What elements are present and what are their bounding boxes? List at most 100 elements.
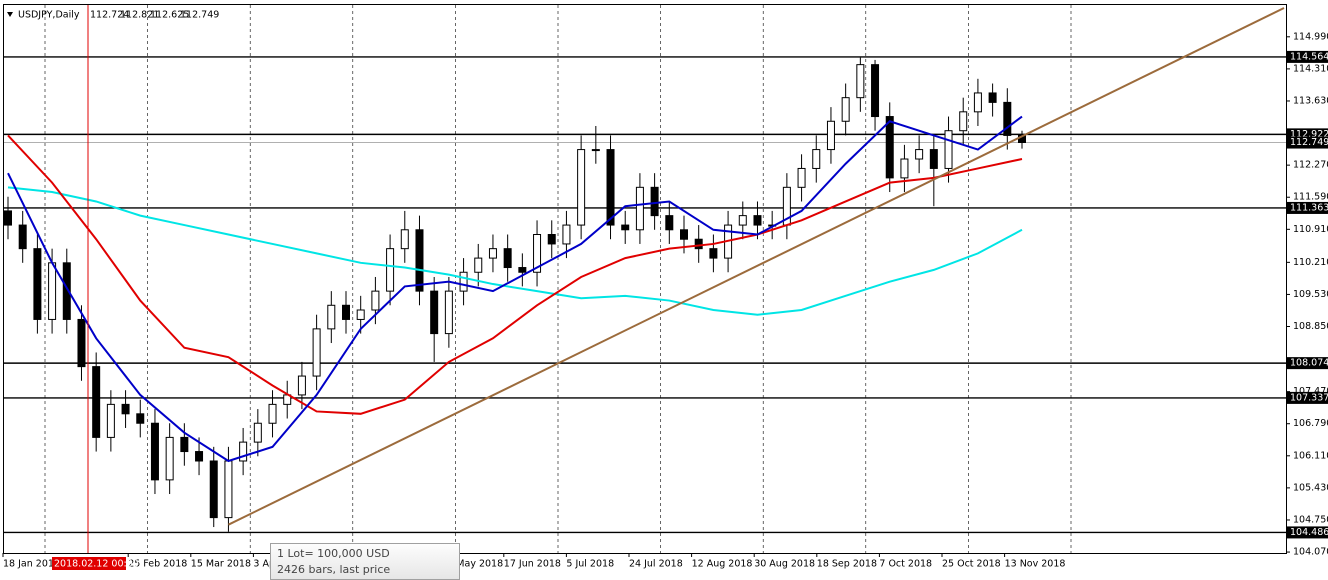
- header-value: 112.821: [120, 10, 159, 21]
- candle-body: [327, 304, 336, 330]
- y-tick-label: 104.750: [1293, 514, 1328, 525]
- y-tick-label: 114.990: [1293, 31, 1328, 42]
- candle-body: [988, 92, 997, 103]
- candle-body: [77, 318, 86, 368]
- candle-body: [195, 451, 204, 462]
- candle-body: [415, 229, 424, 292]
- crosshair-tag: [52, 557, 126, 570]
- candle-body: [62, 262, 71, 320]
- x-tick-label: 25 Feb 2018: [128, 559, 187, 570]
- price-line-label: 111.363: [1290, 202, 1328, 213]
- price-line-label: 114.564: [1290, 51, 1328, 62]
- y-tick-label: 112.270: [1293, 160, 1328, 171]
- candle-body: [1003, 101, 1012, 136]
- y-tick-label: 110.210: [1293, 257, 1328, 268]
- price-line-tag: [1287, 50, 1328, 63]
- header-value: 112.749: [180, 10, 219, 21]
- x-tick-label: 7 Oct 2018: [879, 559, 932, 570]
- candle-body: [900, 158, 909, 179]
- trendline: [227, 7, 1285, 526]
- y-tick-label: 105.430: [1293, 482, 1328, 493]
- price-line-label: 112.922: [1290, 129, 1328, 140]
- candle-body: [239, 441, 248, 462]
- candle-body: [929, 149, 938, 169]
- candle-body: [621, 224, 630, 231]
- moving-average: [7, 186, 1023, 316]
- candle-body: [488, 248, 497, 259]
- candle-body: [121, 403, 130, 415]
- plot-layer: [4, 7, 1286, 534]
- candle-body: [812, 149, 821, 169]
- x-tick-label: 29 May 2018: [441, 559, 503, 570]
- candle-body: [635, 186, 644, 231]
- candle-body: [150, 422, 159, 481]
- x-tick-label: 30 Aug 2018: [754, 559, 815, 570]
- candle-body: [797, 167, 806, 188]
- candle-body: [562, 224, 571, 245]
- candle-body: [371, 290, 380, 311]
- y-tick-label: 114.310: [1293, 63, 1328, 74]
- price-line-label: 104.486: [1290, 527, 1328, 538]
- candle-body: [33, 248, 42, 320]
- candle-body: [386, 248, 395, 292]
- candle-body: [547, 234, 556, 245]
- price-line-tag: [1287, 357, 1328, 370]
- y-tick-label: 104.070: [1293, 547, 1328, 558]
- candle-body: [591, 149, 600, 152]
- candle-body: [973, 92, 982, 113]
- candle-body: [885, 116, 894, 179]
- moving-average: [7, 115, 1023, 463]
- candle-body: [665, 215, 674, 231]
- candle-body: [518, 267, 527, 273]
- y-tick-label: 107.470: [1293, 386, 1328, 397]
- candle-body: [268, 403, 277, 424]
- candle-body: [650, 186, 659, 217]
- candle-body: [180, 436, 189, 453]
- header-value: 112.724: [90, 10, 129, 21]
- price-line-tag: [1287, 391, 1328, 404]
- candle-body: [606, 149, 615, 226]
- candle-body: [753, 215, 762, 226]
- y-tick-label: 111.590: [1293, 192, 1328, 203]
- candle-body: [959, 111, 968, 132]
- candle-body: [915, 149, 924, 160]
- price-line-label: 107.337: [1290, 392, 1328, 403]
- candle-body: [165, 436, 174, 481]
- y-tick-label: 106.790: [1293, 418, 1328, 429]
- candle-body: [709, 248, 718, 259]
- tooltip: 1 Lot= 100,000 USD 2426 bars, last price…: [270, 543, 460, 580]
- candle-body: [136, 413, 145, 424]
- last-price-label: 112.749: [1290, 137, 1328, 148]
- candle-body: [253, 422, 262, 443]
- x-tick-label: 18 Sep 2018: [817, 559, 877, 570]
- x-tick-label: 13 Nov 2018: [1005, 559, 1066, 570]
- candle-body: [430, 290, 439, 335]
- last-price-tag: [1287, 136, 1328, 149]
- x-tick-label: 18 Jan 2018: [3, 559, 60, 570]
- header-value: 112.625: [150, 10, 189, 21]
- symbol-label: USDJPY,Daily: [18, 10, 80, 21]
- price-line-tag: [1287, 526, 1328, 539]
- x-tick-label: 25 Oct 2018: [942, 559, 1001, 570]
- price-line-tag: [1287, 201, 1328, 214]
- x-tick-label: 24 Jul 2018: [629, 559, 683, 570]
- menu-arrow: [7, 12, 13, 17]
- y-tick-label: 106.110: [1293, 450, 1328, 461]
- x-tick-label: 5 Jul 2018: [566, 559, 614, 570]
- y-tick-label: 109.530: [1293, 289, 1328, 300]
- candle-body: [738, 215, 747, 226]
- candle-body: [826, 120, 835, 151]
- grid: [44, 5, 1072, 553]
- crosshair-label: 2018.02.12 00:00: [54, 559, 139, 570]
- moving-average: [7, 134, 1023, 415]
- y-tick-label: 110.910: [1293, 224, 1328, 235]
- candle-body: [297, 375, 306, 396]
- candle-body: [577, 149, 586, 226]
- candle-body: [474, 257, 483, 273]
- candle-body: [944, 130, 953, 169]
- candle-body: [444, 290, 453, 335]
- x-tick-label: 15 Mar 2018: [191, 559, 251, 570]
